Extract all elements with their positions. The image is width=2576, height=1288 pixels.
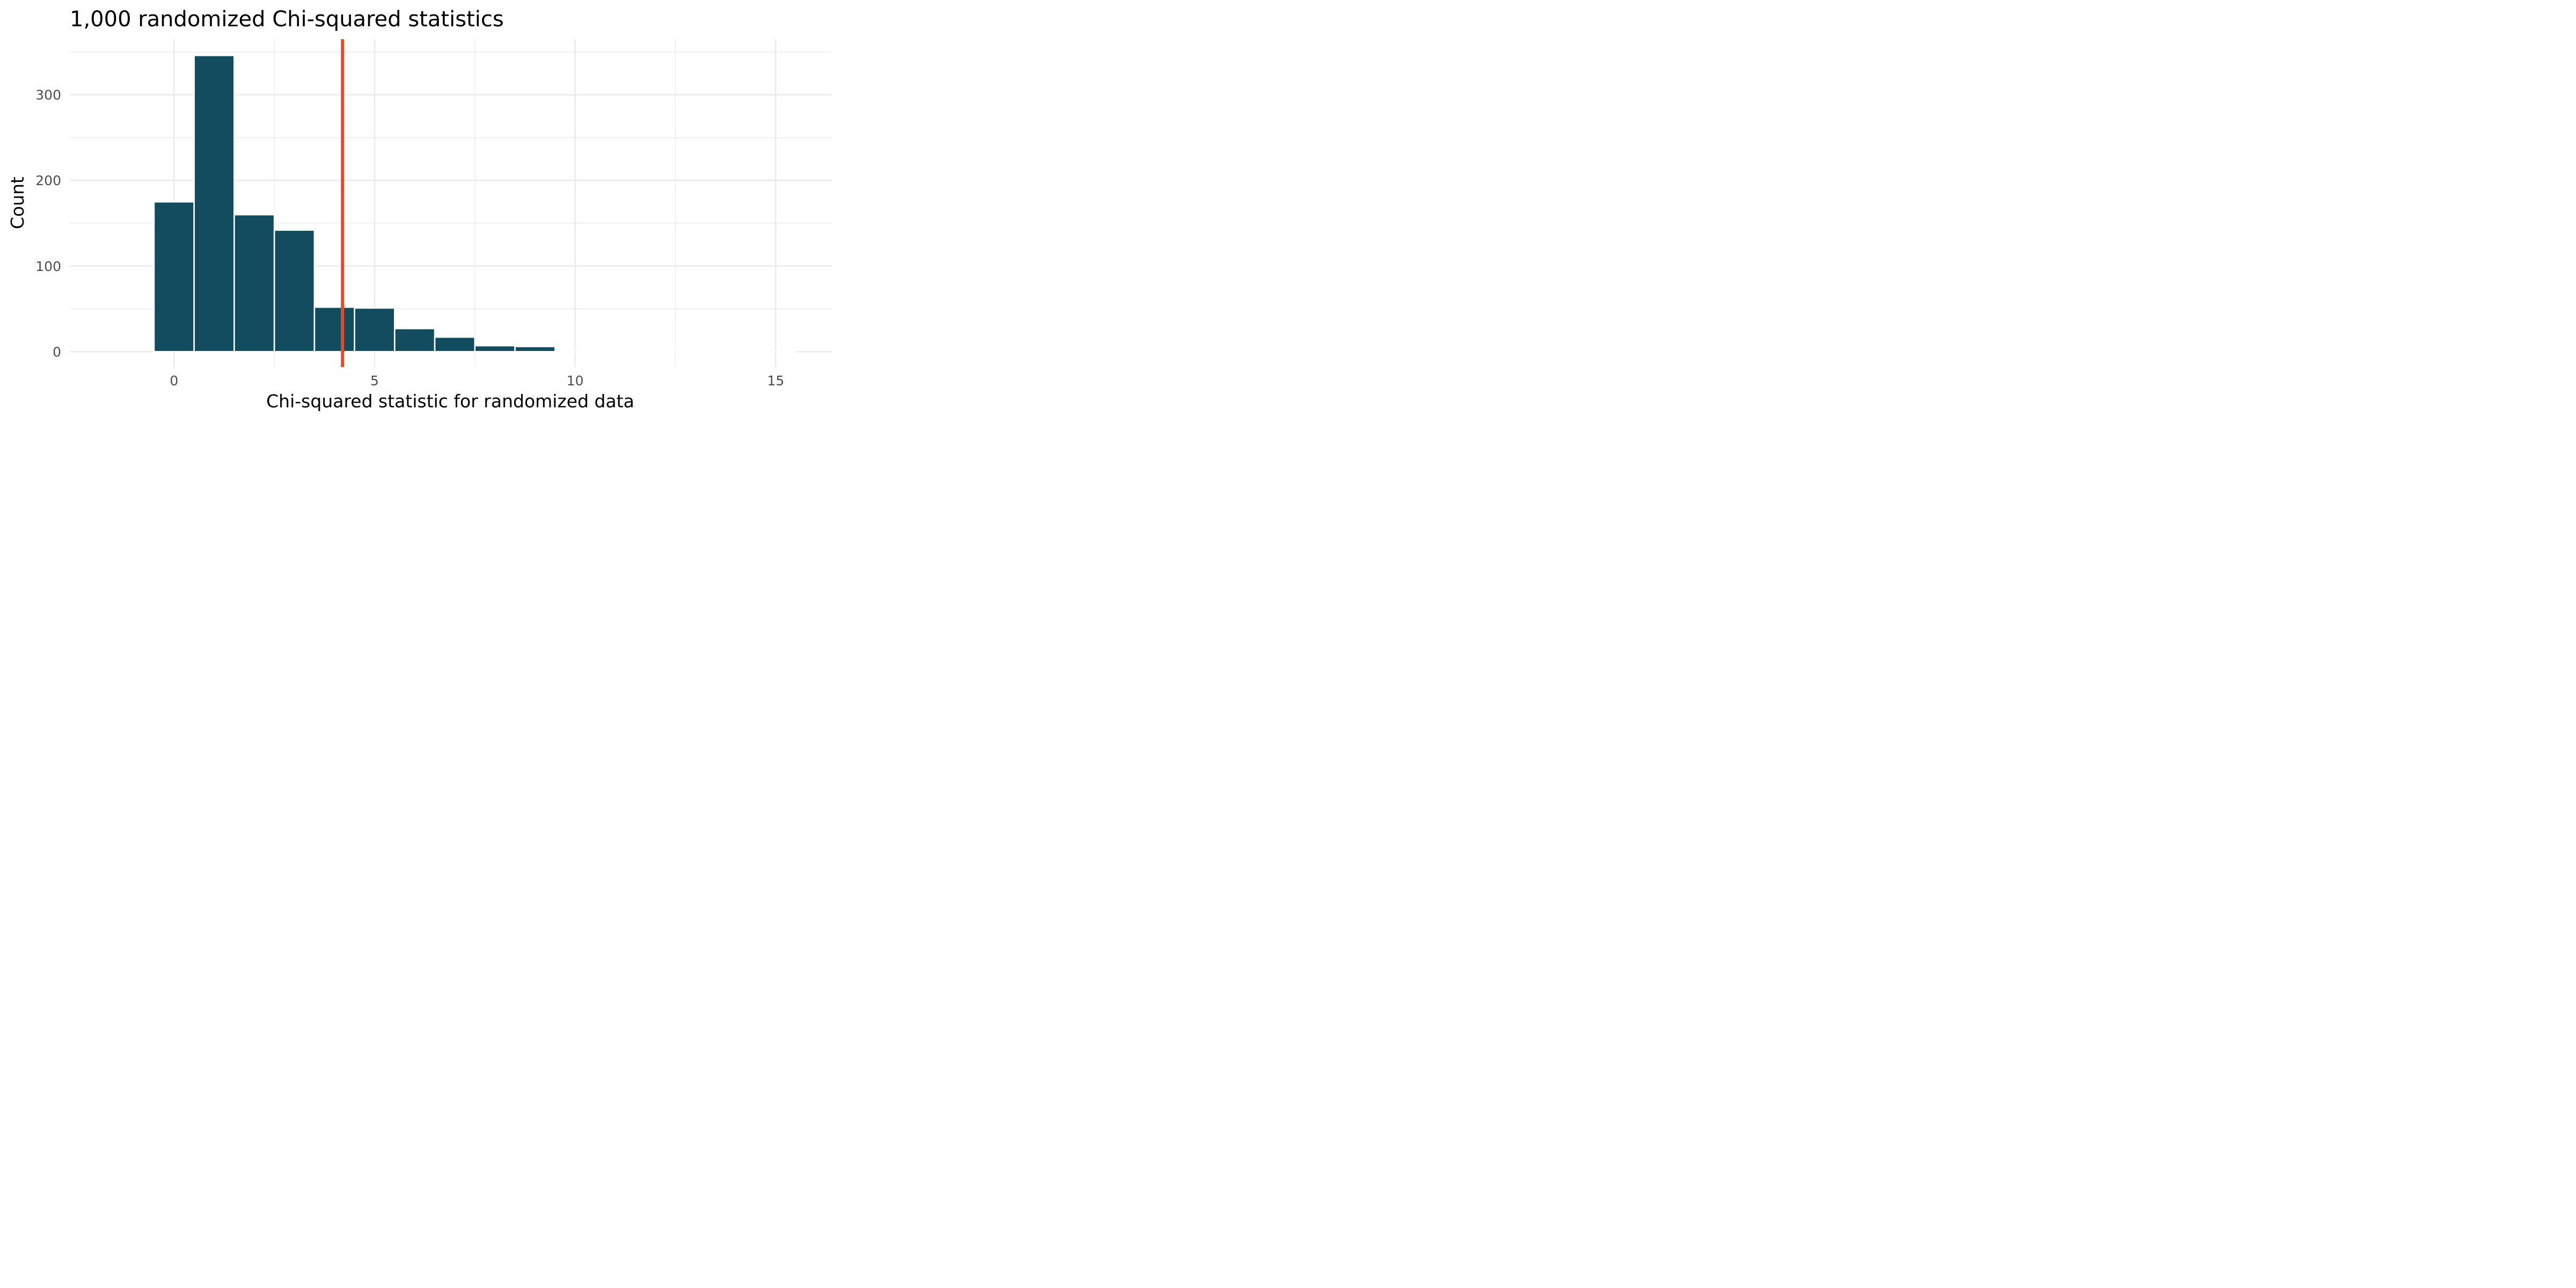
tick-labels-layer: 0 5 10 15 0 100 200 300 bbox=[35, 87, 784, 389]
chart-title: 1,000 randomized Chi-squared statistics bbox=[70, 7, 504, 32]
histogram-bar bbox=[474, 345, 516, 353]
y-axis-title: Count bbox=[7, 177, 28, 229]
x-tick-label: 10 bbox=[567, 373, 584, 389]
y-tick-label: 300 bbox=[35, 87, 61, 103]
x-axis-title: Chi-squared statistic for randomized dat… bbox=[266, 391, 634, 412]
histogram-bar bbox=[594, 350, 636, 353]
x-tick-label: 5 bbox=[370, 373, 379, 389]
x-tick-label: 15 bbox=[767, 373, 784, 389]
histogram-bar bbox=[233, 214, 275, 353]
y-tick-label: 100 bbox=[35, 259, 61, 274]
histogram-bar bbox=[273, 229, 316, 353]
y-tick-label: 0 bbox=[53, 344, 61, 360]
histogram-bar bbox=[514, 346, 556, 353]
histogram-bar bbox=[434, 336, 476, 353]
y-tick-label: 200 bbox=[35, 173, 61, 188]
chart-svg: 0 5 10 15 0 100 200 300 1,000 randomized Chi-sq… bbox=[7, 7, 832, 412]
histogram-chart: 0 5 10 15 0 100 200 300 1,000 randomized Chi-sq… bbox=[0, 0, 841, 421]
bars-layer bbox=[153, 55, 797, 353]
histogram-bar bbox=[394, 327, 436, 353]
histogram-bar bbox=[313, 306, 355, 353]
x-tick-label: 0 bbox=[170, 373, 178, 389]
histogram-bar bbox=[193, 55, 235, 353]
histogram-bar bbox=[354, 307, 396, 353]
histogram-bar bbox=[153, 201, 195, 353]
